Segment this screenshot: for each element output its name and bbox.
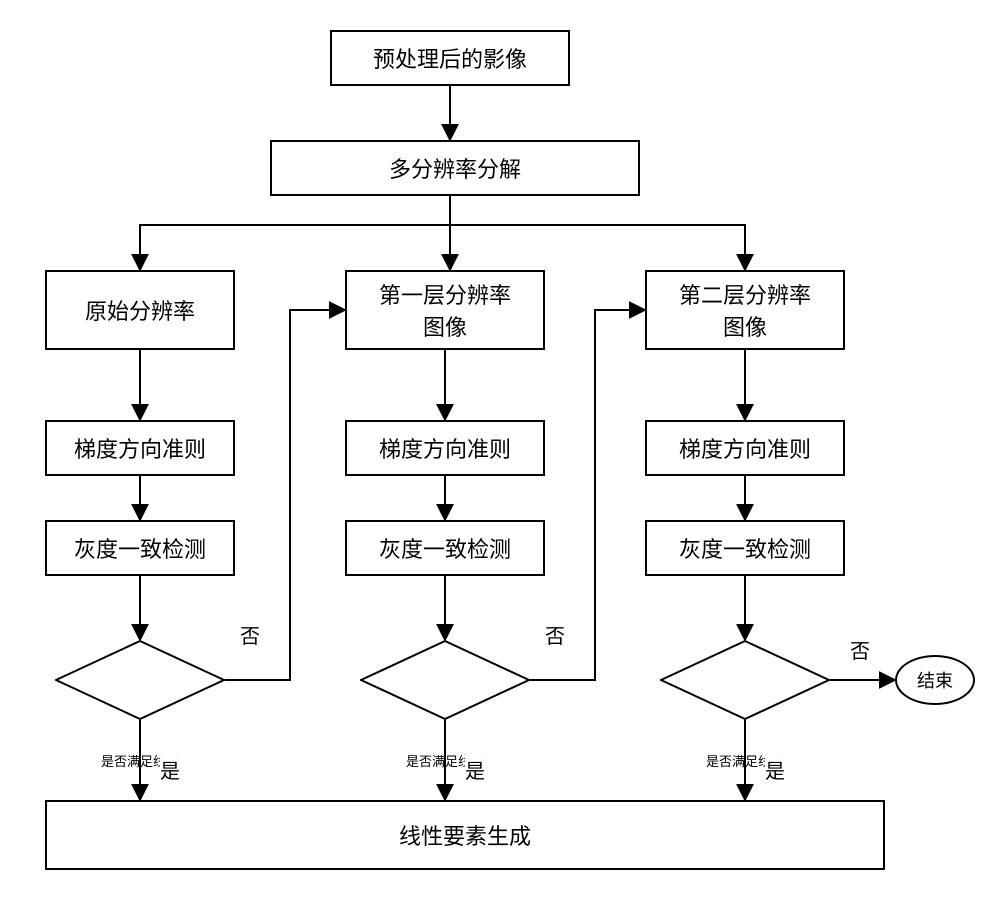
box-col1_grad: 梯度方向准则 bbox=[345, 420, 545, 476]
edge-label-no1: 否 bbox=[545, 620, 565, 649]
box-col1_gray: 灰度一致检测 bbox=[345, 520, 545, 576]
decision-label-d0: 是否满足线型 bbox=[55, 720, 225, 800]
box-bottom: 线性要素生成 bbox=[45, 800, 885, 870]
box-col2_grad: 梯度方向准则 bbox=[645, 420, 845, 476]
box-multi: 多分辨率分解 bbox=[270, 140, 640, 196]
box-col1_res: 第一层分辨率图像 bbox=[345, 270, 545, 350]
box-top: 预处理后的影像 bbox=[330, 30, 570, 86]
edge-label-no2: 否 bbox=[850, 635, 870, 664]
edge-label-no0: 否 bbox=[240, 620, 260, 649]
decision-d0: 是否满足线型 bbox=[55, 640, 225, 720]
decision-d1: 是否满足线型 bbox=[360, 640, 530, 720]
box-col0_grad: 梯度方向准则 bbox=[45, 420, 235, 476]
terminator-end: 结束 bbox=[895, 655, 975, 705]
box-col0_res: 原始分辨率 bbox=[45, 270, 235, 350]
decision-label-d2: 是否满足线型 bbox=[660, 720, 830, 800]
edge-label-yes0: 是 bbox=[160, 755, 180, 784]
edge-label-yes2: 是 bbox=[765, 755, 785, 784]
decision-label-d1: 是否满足线型 bbox=[360, 720, 530, 800]
edge-label-yes1: 是 bbox=[465, 755, 485, 784]
box-col2_gray: 灰度一致检测 bbox=[645, 520, 845, 576]
box-col0_gray: 灰度一致检测 bbox=[45, 520, 235, 576]
decision-d2: 是否满足线型 bbox=[660, 640, 830, 720]
box-col2_res: 第二层分辨率图像 bbox=[645, 270, 845, 350]
